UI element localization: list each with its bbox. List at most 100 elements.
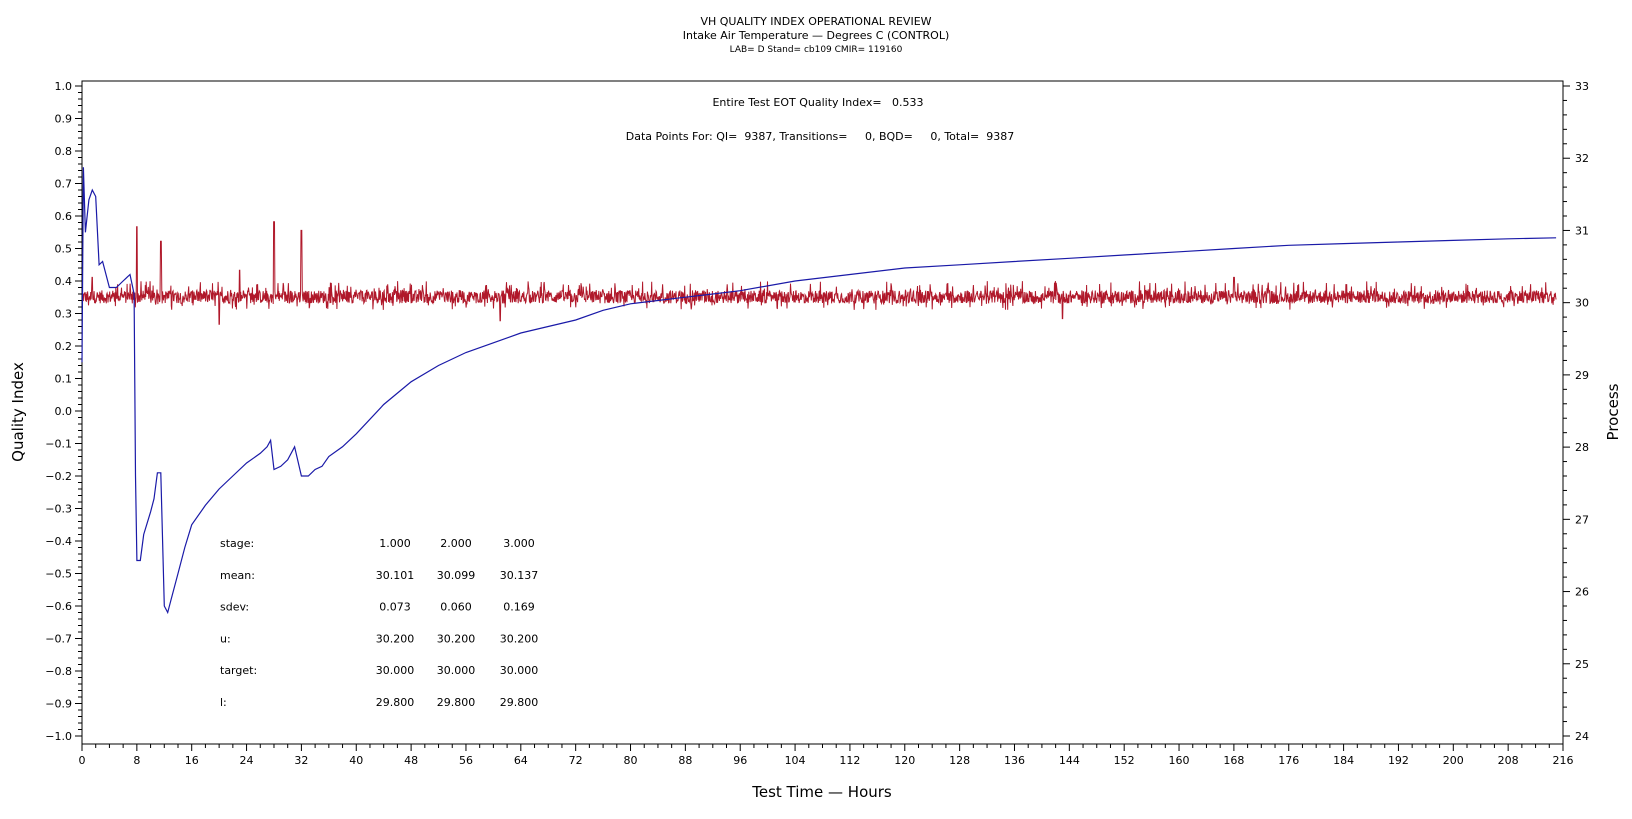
process-series-line [81, 221, 1557, 325]
x-tick-label: 160 [1169, 754, 1190, 767]
y2-tick-label: 25 [1575, 658, 1589, 671]
y2-tick-label: 33 [1575, 80, 1589, 93]
stats-value: 30.137 [500, 569, 539, 582]
stats-value: 30.200 [376, 632, 415, 645]
plot-frame [81, 80, 1564, 745]
stats-value: 1.000 [379, 537, 411, 550]
x-tick-label: 136 [1004, 754, 1025, 767]
y-tick-label: 0.1 [55, 373, 73, 386]
y2-tick-label: 31 [1575, 224, 1589, 237]
y-tick-label: 0.9 [55, 113, 73, 126]
stats-row-label: mean: [220, 569, 255, 582]
y-tick-label: −0.6 [45, 600, 72, 613]
y-axis-right: 33 32 31 30 29 28 27 26 25 24 [1563, 80, 1589, 743]
stats-row-label: u: [220, 632, 231, 645]
stats-value: 30.000 [437, 664, 476, 677]
stats-value: 30.200 [437, 632, 476, 645]
y-axis-label: Quality Index [9, 362, 27, 462]
x-tick-label: 112 [839, 754, 860, 767]
x-tick-label: 168 [1223, 754, 1244, 767]
x-tick-label: 184 [1333, 754, 1354, 767]
x-tick-label: 72 [569, 754, 583, 767]
x-tick-label: 24 [240, 754, 254, 767]
x-axis-label: Test Time — Hours [751, 783, 892, 801]
stats-value: 2.000 [440, 537, 472, 550]
stats-value: 30.200 [500, 632, 539, 645]
chart-subtitle-lab: LAB= D Stand= cb109 CMIR= 119160 [730, 45, 903, 55]
y-tick-label: 0.5 [55, 243, 73, 256]
y-tick-label: 0.8 [55, 145, 73, 158]
x-tick-label: 176 [1278, 754, 1299, 767]
data-points-annotation: Data Points For: QI= 9387, Transitions= … [626, 130, 1014, 143]
stats-value: 29.800 [437, 696, 476, 709]
y-tick-label: 0.4 [55, 275, 73, 288]
y-tick-label: −0.2 [45, 470, 72, 483]
x-tick-label: 16 [185, 754, 199, 767]
x-tick-label: 144 [1059, 754, 1080, 767]
x-tick-label: 8 [133, 754, 140, 767]
y2-tick-label: 32 [1575, 152, 1589, 165]
stats-value: 3.000 [503, 537, 535, 550]
y-tick-label: 0.6 [55, 210, 73, 223]
y-tick-label: −0.3 [45, 503, 72, 516]
y-tick-label: −1.0 [45, 730, 72, 743]
x-axis: 0 8 16 24 32 40 48 56 64 72 80 88 96 104 112 120 128 136 1… [79, 744, 1574, 767]
x-tick-label: 96 [733, 754, 747, 767]
x-tick-label: 120 [894, 754, 915, 767]
y-tick-label: −0.4 [45, 535, 72, 548]
series-layer [81, 167, 1557, 615]
y-axis-left: 1.0 0.9 0.8 0.7 0.6 0.5 0.4 0.3 0.2 0.1 0.0 −0.1 −0.… [45, 80, 82, 743]
x-tick-label: 152 [1114, 754, 1135, 767]
stats-row-label: target: [220, 664, 257, 677]
stats-value: 30.101 [376, 569, 415, 582]
stats-value: 0.060 [440, 601, 472, 614]
x-tick-label: 88 [678, 754, 692, 767]
x-tick-label: 208 [1498, 754, 1519, 767]
y-tick-label: −0.8 [45, 665, 72, 678]
stats-table: stage: 1.000 2.000 3.000 mean: 30.101 30.099 30… [220, 537, 538, 709]
stats-row-label: sdev: [220, 601, 249, 614]
x-tick-label: 0 [79, 754, 86, 767]
y2-tick-label: 24 [1575, 730, 1589, 743]
y-tick-label: 1.0 [55, 80, 73, 93]
chart-subtitle: Intake Air Temperature — Degrees C (CONT… [683, 29, 950, 42]
y2-tick-label: 28 [1575, 441, 1589, 454]
stats-value: 29.800 [376, 696, 415, 709]
stats-value: 29.800 [500, 696, 539, 709]
x-tick-label: 128 [949, 754, 970, 767]
y2-tick-label: 29 [1575, 369, 1589, 382]
quality-index-series-line [81, 167, 1557, 615]
x-tick-label: 200 [1443, 754, 1464, 767]
x-tick-label: 64 [514, 754, 528, 767]
x-tick-label: 40 [349, 754, 363, 767]
x-tick-label: 104 [785, 754, 806, 767]
x-tick-label: 48 [404, 754, 418, 767]
y-tick-label: −0.7 [45, 633, 72, 646]
x-tick-label: 80 [624, 754, 638, 767]
stats-row-label: l: [220, 696, 227, 709]
stats-value: 30.000 [376, 664, 415, 677]
x-tick-label: 192 [1388, 754, 1409, 767]
chart-title: VH QUALITY INDEX OPERATIONAL REVIEW [700, 15, 931, 28]
y-tick-label: 0.7 [55, 178, 73, 191]
y-tick-label: 0.3 [55, 308, 73, 321]
x-tick-label: 216 [1553, 754, 1574, 767]
quality-index-annotation: Entire Test EOT Quality Index= 0.533 [712, 96, 923, 109]
y-tick-label: −0.9 [45, 698, 72, 711]
y2-tick-label: 26 [1575, 586, 1589, 599]
stats-value: 0.169 [503, 601, 535, 614]
y-tick-label: 0.2 [55, 340, 73, 353]
stats-row-label: stage: [220, 537, 254, 550]
y-tick-label: −0.1 [45, 438, 72, 451]
y2-tick-label: 27 [1575, 513, 1589, 526]
y-tick-label: 0.0 [55, 405, 73, 418]
stats-value: 30.099 [437, 569, 476, 582]
x-tick-label: 56 [459, 754, 473, 767]
y-tick-label: −0.5 [45, 568, 72, 581]
stats-value: 0.073 [379, 601, 411, 614]
y2-axis-label: Process [1604, 383, 1622, 440]
stats-value: 30.000 [500, 664, 539, 677]
x-tick-label: 32 [294, 754, 308, 767]
y2-tick-label: 30 [1575, 297, 1589, 310]
